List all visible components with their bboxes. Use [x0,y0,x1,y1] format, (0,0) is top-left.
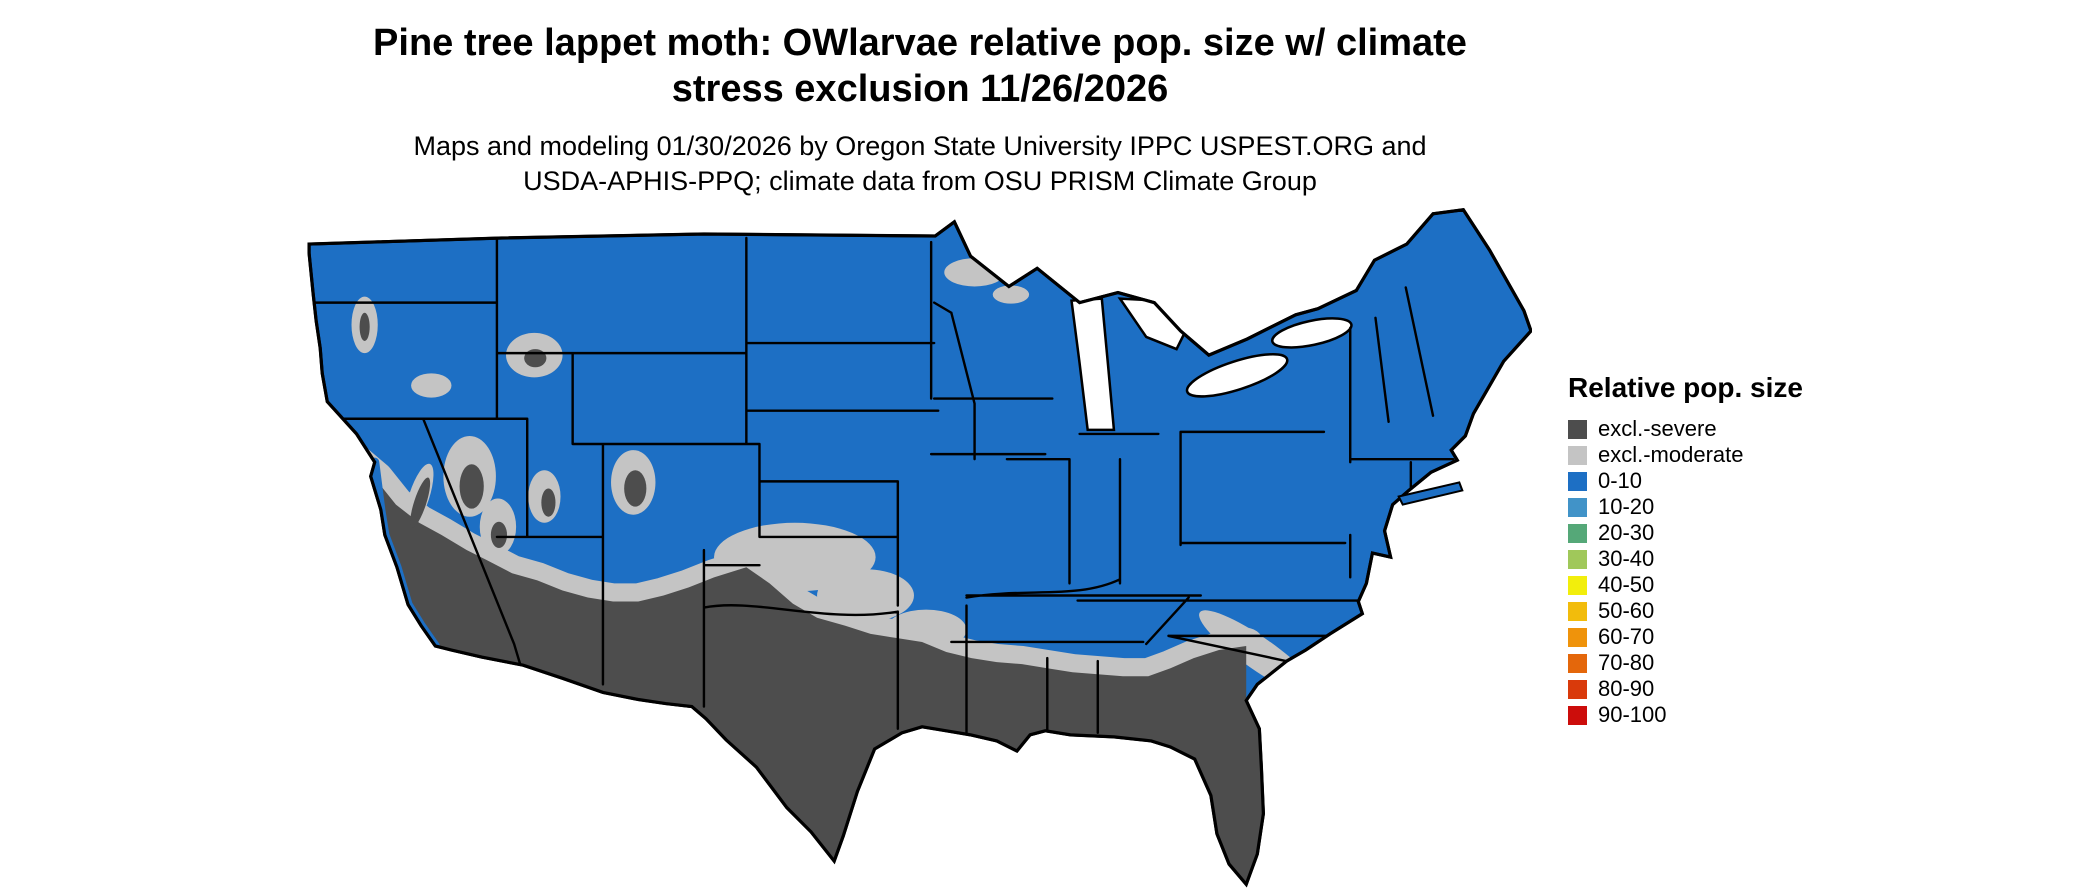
long-island [1397,481,1464,506]
legend-item: excl.-severe [1568,416,1898,442]
legend-item-label: 30-40 [1598,546,1655,571]
legend-item-label: excl.-moderate [1598,442,1744,467]
legend-item: 70-80 [1568,650,1898,676]
legend-item: excl.-moderate [1568,442,1898,468]
legend-swatch-excl-severe [1568,419,1587,439]
state-borders [311,236,1455,736]
legend-item-label: 70-80 [1598,650,1655,675]
legend-swatch-80-90 [1568,679,1587,699]
severe-patch [624,470,647,507]
severe-patch [459,464,484,509]
legend-item: 40-50 [1568,572,1898,598]
severe-main-region [355,462,1264,885]
legend-item: 20-30 [1568,520,1898,546]
legend-swatch-20-30 [1568,523,1587,543]
figure-subtitle: Maps and modeling 01/30/2026 by Oregon S… [240,129,1600,199]
legend-item: 80-90 [1568,676,1898,702]
moderate-patch [817,569,914,622]
legend-item: 50-60 [1568,598,1898,624]
legend-item: 10-20 [1568,494,1898,520]
us-map [300,200,1532,890]
subtitle-line1: Maps and modeling 01/30/2026 by Oregon S… [413,130,1427,161]
severe-patch [524,349,547,368]
legend-item: 60-70 [1568,624,1898,650]
page-title-line2: stress exclusion 11/26/2026 [671,68,1169,111]
legend-item-label: 20-30 [1598,520,1655,545]
map-region-excl-severe [355,312,1264,885]
legend-swatch-excl-moderate [1568,445,1587,465]
legend-item-label: 90-100 [1598,702,1667,727]
legend-swatch-40-50 [1568,575,1587,595]
page-title-line1: Pine tree lappet moth: OWlarvae relative… [373,22,1467,64]
legend-item: 0-10 [1568,468,1898,494]
severe-patch [490,521,508,549]
legend-swatch-30-40 [1568,549,1587,569]
legend-item-label: 60-70 [1598,624,1655,649]
legend-item: 90-100 [1568,702,1898,728]
legend-item: 30-40 [1568,546,1898,572]
legend-swatch-70-80 [1568,653,1587,673]
severe-patch [359,312,370,342]
us-map-svg [307,207,1532,888]
legend-item-label: 40-50 [1598,572,1655,597]
figure-header: Pine tree lappet moth: OWlarvae relative… [240,20,1600,199]
legend-item-label: 50-60 [1598,598,1655,623]
moderate-patch [992,285,1030,304]
subtitle-line2: USDA-APHIS-PPQ; climate data from OSU PR… [523,165,1317,196]
us-outline [307,207,1532,888]
severe-patch [541,488,556,517]
moderate-patch [411,373,452,398]
legend-swatch-50-60 [1568,601,1587,621]
legend-swatch-90-100 [1568,705,1587,725]
moderate-patch [944,258,1005,287]
legend-title: Relative pop. size [1568,372,1803,403]
legend-swatch-10-20 [1568,497,1587,517]
legend-item-label: 80-90 [1598,676,1655,701]
legend-swatch-60-70 [1568,627,1587,647]
legend: Relative pop. size excl.-severe excl.-mo… [1568,372,1898,728]
lake-ontario [1271,317,1353,349]
lake-erie [1185,353,1289,398]
legend-item-label: excl.-severe [1598,416,1717,441]
legend-swatch-0-10 [1568,471,1587,491]
severe-patch [410,477,431,528]
legend-item-label: 0-10 [1598,468,1643,493]
lake-michigan [1070,297,1116,432]
legend-item-label: 10-20 [1598,494,1655,519]
